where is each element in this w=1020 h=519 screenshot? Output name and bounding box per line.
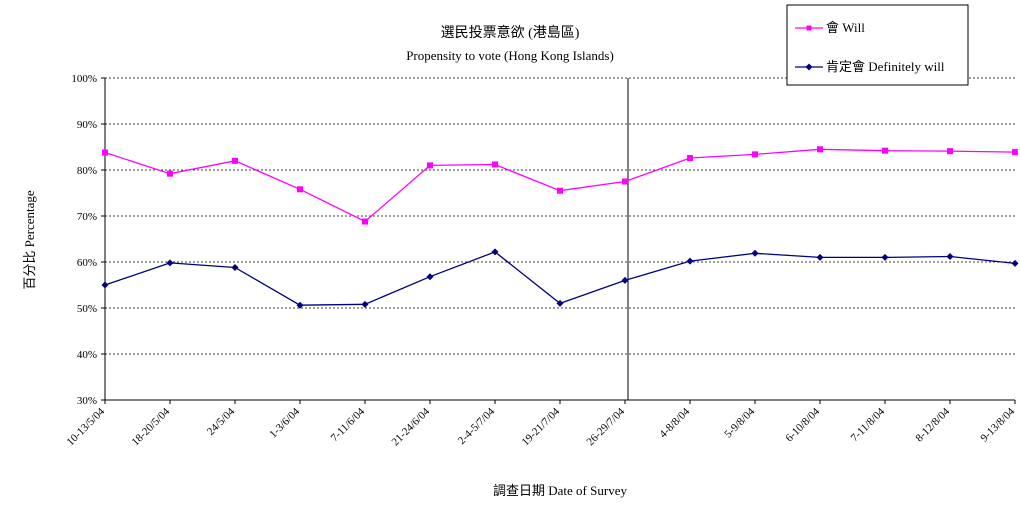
- y-tick-label: 70%: [77, 211, 97, 223]
- x-tick-label: 24/5/04: [205, 405, 238, 438]
- x-tick-label: 1-3/6/04: [267, 405, 302, 440]
- series-layer: [101, 146, 1019, 309]
- y-tick-label: 40%: [77, 349, 97, 361]
- data-point: [232, 157, 238, 164]
- data-point: [361, 300, 369, 308]
- x-tick-label: 8-12/8/04: [913, 405, 952, 444]
- chart-subtitle: Propensity to vote (Hong Kong Islands): [406, 48, 614, 63]
- y-tick-label: 90%: [77, 119, 97, 131]
- data-point: [947, 148, 953, 155]
- legend: 會 Will 肯定會 Definitely will: [786, 4, 969, 86]
- x-tick-label: 7-11/8/04: [849, 405, 888, 444]
- data-point: [686, 257, 694, 265]
- data-point: [1012, 149, 1018, 156]
- data-point: [752, 151, 758, 158]
- data-point: [166, 259, 174, 267]
- x-tick-label: 4-8/8/04: [657, 405, 692, 440]
- x-tick-label: 21-24/6/04: [389, 405, 432, 448]
- x-tick-label: 9-13/8/04: [978, 405, 1017, 444]
- data-point: [102, 149, 108, 156]
- data-point: [1011, 259, 1019, 267]
- data-point: [622, 178, 628, 185]
- data-point: [946, 252, 954, 260]
- x-tick-label: 2-4-5/7/04: [456, 405, 498, 447]
- data-point: [557, 187, 563, 194]
- x-tick-label: 26-29/7/04: [584, 405, 627, 448]
- series-will: [102, 146, 1018, 225]
- data-point: [231, 264, 239, 272]
- data-point: [101, 281, 109, 289]
- data-point: [881, 253, 889, 261]
- data-point: [296, 301, 304, 309]
- x-tick-label: 18-20/5/04: [129, 405, 172, 448]
- data-point: [816, 253, 824, 261]
- data-point: [297, 186, 303, 193]
- gridlines: [105, 77, 1015, 355]
- data-point: [817, 146, 823, 153]
- data-point: [687, 155, 693, 162]
- x-tick-label: 5-9/8/04: [722, 405, 757, 440]
- data-point: [427, 162, 433, 169]
- legend-label-will: 會 Will: [826, 20, 865, 35]
- y-tick-label: 50%: [77, 303, 97, 315]
- series-definitely-will: [101, 248, 1019, 309]
- legend-label-definitely: 肯定會 Definitely will: [826, 59, 945, 74]
- data-point: [491, 248, 499, 256]
- data-point: [492, 161, 498, 168]
- y-tick-label: 80%: [77, 165, 97, 177]
- x-tick-label: 10-13/5/04: [64, 405, 107, 448]
- data-point: [426, 273, 434, 281]
- y-tick-label: 60%: [77, 257, 97, 269]
- x-tick-label: 19-21/7/04: [519, 405, 562, 448]
- y-axis-ticks: 30% 40% 50% 60% 70% 80% 90% 100%: [71, 73, 105, 407]
- data-point: [882, 147, 888, 154]
- legend-marker-will: [806, 25, 812, 31]
- y-axis-label: 百分比 Percentage: [22, 190, 37, 290]
- series-line: [104, 148, 1016, 223]
- x-tick-label: 6-10/8/04: [783, 405, 822, 444]
- axes: [104, 78, 1015, 401]
- legend-marker-definitely: [805, 63, 813, 71]
- y-tick-label: 100%: [71, 73, 97, 85]
- chart-title: 選民投票意欲 (港島區): [441, 24, 580, 41]
- data-point: [621, 276, 629, 284]
- data-point: [167, 170, 173, 177]
- data-point: [362, 218, 368, 225]
- y-tick-label: 30%: [77, 395, 97, 407]
- x-tick-label: 7-11/6/04: [329, 405, 368, 444]
- data-point: [556, 299, 564, 307]
- legend-box: [786, 4, 969, 86]
- data-point: [751, 249, 759, 257]
- series-line: [104, 251, 1016, 306]
- x-axis-label: 調查日期 Date of Survey: [493, 483, 627, 498]
- x-axis-ticks: 10-13/5/04 18-20/5/04 24/5/04 1-3/6/04 7-11/…: [64, 400, 1017, 448]
